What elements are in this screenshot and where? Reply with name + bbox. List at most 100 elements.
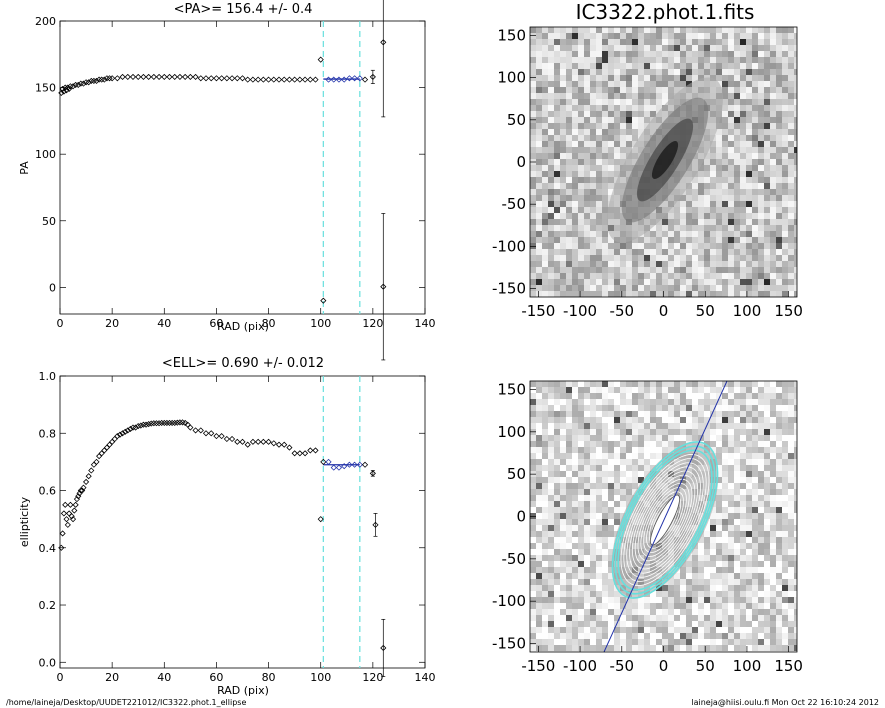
data-point xyxy=(62,84,69,91)
data-point xyxy=(85,473,92,480)
data-point xyxy=(58,544,65,551)
y-tick-label: 0.4 xyxy=(39,542,57,555)
data-point xyxy=(77,80,84,87)
pa-plot-frame xyxy=(59,20,426,315)
data-point xyxy=(137,422,144,429)
x-tick-label: 140 xyxy=(415,317,436,330)
data-point xyxy=(346,75,353,82)
data-point xyxy=(317,56,324,63)
data-point xyxy=(197,427,204,434)
data-point xyxy=(249,76,256,83)
data-point xyxy=(187,424,194,431)
footer-path: /home/laineja/Desktop/UUDET221012/IC3322… xyxy=(6,698,246,707)
data-point xyxy=(281,76,288,83)
isophote xyxy=(640,483,690,557)
data-point xyxy=(67,83,74,90)
data-point xyxy=(124,427,131,434)
data-point xyxy=(202,430,210,437)
pa-x-ticks: 0 20 40 60 80 100 120 140 xyxy=(57,21,436,330)
data-point xyxy=(325,76,332,83)
data-point xyxy=(239,75,246,82)
data-point xyxy=(275,441,283,448)
data-point xyxy=(148,420,155,427)
data-point xyxy=(208,430,215,437)
isophote xyxy=(634,474,696,566)
contour-image-x-ticks: -150 -100 -50 0 50 100 150 xyxy=(521,646,803,675)
data-point xyxy=(174,419,181,426)
data-point xyxy=(140,73,147,81)
data-point xyxy=(244,76,251,83)
img-y-tick-label: 0 xyxy=(516,153,526,171)
data-point xyxy=(260,438,267,445)
isophote xyxy=(620,454,710,586)
img-x-tick-label: -150 xyxy=(521,657,555,675)
ellipticity-plot: <ELL>= 0.690 +/- 0.012 RAD (pix) ellipti… xyxy=(18,356,436,697)
data-point xyxy=(161,419,168,427)
data-point xyxy=(351,75,358,82)
data-point xyxy=(275,76,283,83)
data-point xyxy=(80,80,87,87)
data-point xyxy=(296,450,303,457)
data-point xyxy=(83,79,90,86)
data-point xyxy=(58,89,65,96)
data-point xyxy=(176,73,183,81)
x-tick-label: 40 xyxy=(157,317,171,330)
pa-x-axis-label: RAD (pix) xyxy=(217,320,269,333)
data-point xyxy=(182,419,189,427)
img-y-tick-label: -150 xyxy=(492,280,526,298)
ell-x-ticks: 0 20 40 60 80 100 120 140 xyxy=(57,376,436,684)
ell-fit-window xyxy=(322,376,361,668)
x-tick-label: 60 xyxy=(209,671,223,684)
y-tick-label: 50 xyxy=(42,215,56,228)
img-x-tick-label: 0 xyxy=(659,657,669,675)
img-x-tick-label: 100 xyxy=(733,657,762,675)
data-point xyxy=(192,427,199,434)
isophote xyxy=(629,466,701,574)
pa-plot-title: <PA>= 156.4 +/- 0.4 xyxy=(174,2,313,17)
data-point xyxy=(75,81,82,88)
img-x-tick-label: -50 xyxy=(610,657,635,675)
img-y-tick-label: 150 xyxy=(497,380,526,398)
data-point xyxy=(171,419,178,427)
major-axis-line xyxy=(603,380,728,653)
data-point xyxy=(286,444,293,451)
isophote xyxy=(643,487,687,553)
data-point xyxy=(176,419,183,426)
data-point xyxy=(213,433,220,440)
x-tick-label: 120 xyxy=(362,671,383,684)
data-point xyxy=(296,76,303,83)
data-point xyxy=(88,467,95,474)
y-tick-label: 150 xyxy=(35,82,56,95)
data-point xyxy=(71,507,78,514)
x-tick-label: 100 xyxy=(310,317,331,330)
data-point xyxy=(119,73,126,81)
data-point xyxy=(69,83,77,90)
data-point xyxy=(161,73,168,81)
data-point xyxy=(234,75,241,82)
galaxy-image-y-ticks: -150 -100 -50 0 50 100 150 xyxy=(492,26,536,298)
data-point xyxy=(59,530,66,537)
data-point xyxy=(93,458,100,465)
x-tick-label: 60 xyxy=(209,317,223,330)
y-tick-label: 0.0 xyxy=(39,656,57,669)
data-point xyxy=(291,76,298,83)
x-tick-label: 120 xyxy=(362,317,383,330)
x-tick-label: 80 xyxy=(262,671,276,684)
data-point xyxy=(59,85,66,92)
ell-plot-frame xyxy=(59,375,426,669)
img-x-tick-label: 50 xyxy=(696,657,715,675)
data-point xyxy=(187,73,194,81)
data-point xyxy=(335,464,343,471)
data-point xyxy=(270,440,277,447)
ell-y-axis-label: ellipticity xyxy=(18,496,31,547)
data-point xyxy=(114,433,121,440)
data-point xyxy=(145,73,152,81)
data-point xyxy=(213,75,220,82)
data-point xyxy=(202,75,210,82)
data-point xyxy=(307,76,314,83)
data-point xyxy=(142,421,150,428)
data-point xyxy=(60,88,67,95)
ell-data-points xyxy=(58,419,387,677)
data-point xyxy=(270,76,277,83)
